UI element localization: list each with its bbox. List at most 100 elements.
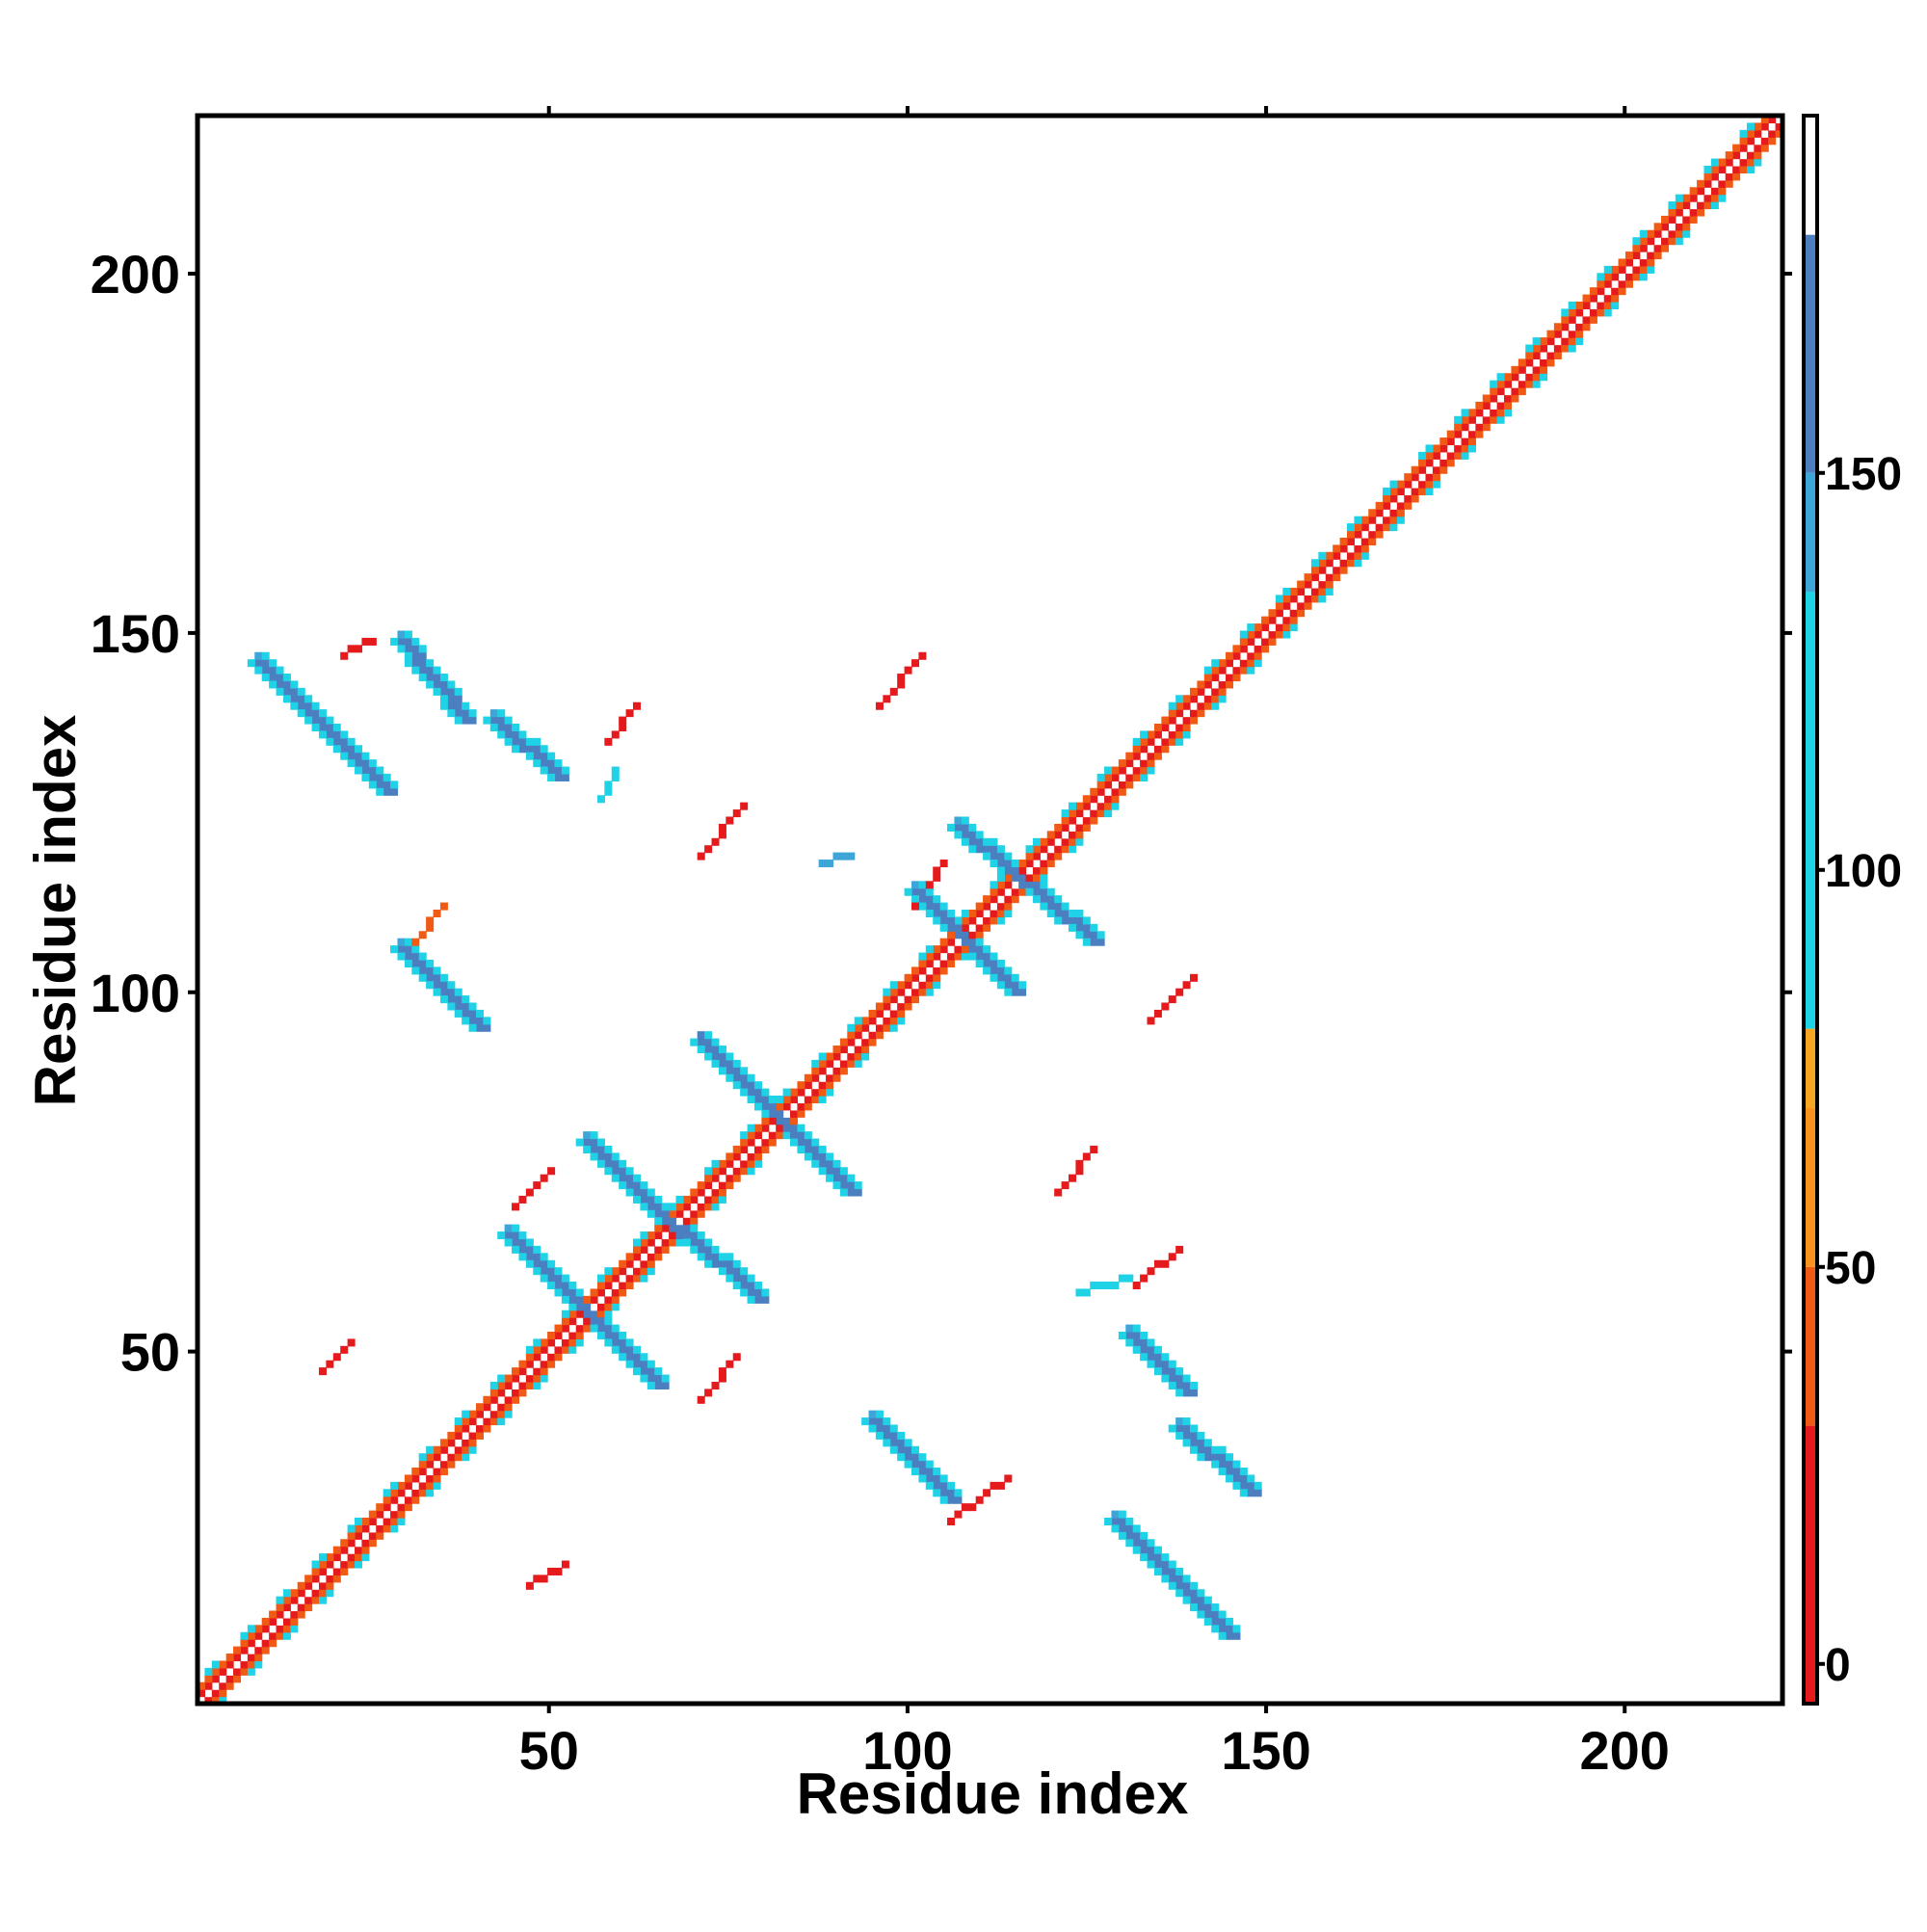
heatmap-cell: [1140, 737, 1148, 746]
heatmap-cell: [525, 752, 534, 760]
heatmap-cell: [1132, 759, 1141, 768]
heatmap-cell: [1318, 551, 1327, 560]
heatmap-cell: [483, 1424, 491, 1433]
heatmap-cell: [1232, 674, 1241, 682]
heatmap-cell: [747, 1152, 755, 1161]
heatmap-cell: [225, 1667, 234, 1676]
colorbar-segment: [1804, 1425, 1817, 1704]
heatmap-cell: [1140, 1353, 1148, 1362]
heatmap-cell: [839, 1052, 848, 1061]
heatmap-cell: [575, 1331, 584, 1339]
heatmap-cell: [1490, 387, 1498, 396]
heatmap-cell: [718, 1045, 726, 1054]
heatmap-cell: [304, 1603, 313, 1612]
heatmap-cell: [726, 1067, 734, 1075]
heatmap-cell: [462, 1453, 470, 1462]
heatmap-cell: [504, 1231, 513, 1240]
heatmap-cell: [1504, 394, 1513, 403]
heatmap-cell: [1189, 1596, 1198, 1604]
heatmap-cell: [426, 680, 435, 689]
heatmap-cell: [939, 1489, 948, 1497]
heatmap-cell: [447, 1439, 456, 1447]
heatmap-cell: [1075, 1167, 1084, 1176]
heatmap-cell: [404, 651, 412, 660]
heatmap-cell: [240, 1667, 249, 1676]
heatmap-cell: [954, 938, 963, 946]
heatmap-cell: [554, 759, 563, 768]
heatmap-cell: [254, 666, 263, 675]
heatmap-cell: [1482, 423, 1491, 432]
heatmap-cell: [1004, 1474, 1013, 1483]
heatmap-cell: [297, 695, 305, 703]
heatmap-cell: [1046, 845, 1055, 854]
heatmap-cell: [797, 1145, 805, 1153]
heatmap-cell: [1339, 544, 1348, 553]
heatmap-cell: [261, 674, 270, 682]
heatmap-cell: [1389, 523, 1398, 532]
heatmap-cell: [433, 981, 441, 990]
heatmap-cell: [633, 1360, 642, 1368]
heatmap-cell: [1140, 1345, 1148, 1354]
heatmap-cell: [1189, 1424, 1198, 1433]
x-tick-label: 50: [519, 1720, 579, 1781]
heatmap-cell: [1211, 687, 1220, 696]
heatmap-cell: [575, 1138, 584, 1147]
heatmap-cell: [1739, 165, 1748, 173]
heatmap-cell: [340, 1345, 349, 1354]
heatmap-cell: [447, 687, 456, 696]
heatmap-cell: [1697, 208, 1705, 217]
heatmap-cell: [433, 1445, 441, 1454]
heatmap-cell: [1553, 330, 1562, 338]
heatmap-cell: [1496, 401, 1505, 410]
heatmap-cell: [475, 1009, 484, 1018]
heatmap-cell: [1004, 895, 1013, 904]
heatmap-cell: [355, 1524, 363, 1533]
heatmap-cell: [604, 1267, 613, 1276]
heatmap-cell: [433, 1453, 441, 1462]
heatmap-cell: [198, 1681, 206, 1690]
heatmap-cell: [390, 1517, 399, 1526]
heatmap-cell: [326, 1553, 334, 1562]
heatmap-cell: [1069, 837, 1077, 846]
heatmap-cell: [897, 1453, 906, 1462]
heatmap-cell: [439, 902, 448, 911]
heatmap-cell: [747, 1131, 755, 1140]
heatmap-cell: [947, 959, 956, 967]
heatmap-cell: [633, 1188, 642, 1197]
heatmap-cell: [1040, 873, 1048, 882]
heatmap-cell: [1339, 559, 1348, 568]
heatmap-cell: [939, 916, 948, 925]
heatmap-cell: [768, 1102, 777, 1111]
heatmap-cell: [711, 1245, 720, 1254]
heatmap-cell: [1611, 294, 1620, 303]
heatmap-cell: [261, 1631, 270, 1640]
heatmap-cell: [1775, 129, 1783, 138]
heatmap-cell: [596, 1288, 605, 1297]
heatmap-cell: [1418, 480, 1427, 489]
heatmap-cell: [933, 895, 941, 904]
heatmap-cell: [269, 1639, 277, 1648]
heatmap-cell: [1540, 337, 1548, 346]
heatmap-cell: [397, 1481, 406, 1490]
heatmap-cell: [304, 1575, 313, 1583]
heatmap-cell: [811, 1138, 820, 1147]
heatmap-cell: [1703, 172, 1712, 181]
heatmap-cell: [797, 1131, 805, 1140]
heatmap-cell: [661, 1238, 670, 1247]
heatmap-cell: [704, 1167, 713, 1176]
heatmap-cell: [596, 1317, 605, 1326]
heatmap-cell: [561, 1317, 569, 1326]
heatmap-cell: [290, 695, 299, 703]
heatmap-cell: [1040, 866, 1048, 875]
heatmap-cell: [1396, 494, 1405, 503]
heatmap-cell: [269, 1617, 277, 1626]
heatmap-cell: [1360, 516, 1369, 524]
heatmap-cell: [439, 1439, 448, 1447]
heatmap-cell: [661, 1209, 670, 1218]
heatmap-cell: [462, 1445, 470, 1454]
heatmap-cell: [961, 952, 969, 961]
heatmap-cell: [1703, 165, 1712, 173]
heatmap-cell: [718, 1374, 726, 1383]
heatmap-cell: [1383, 523, 1391, 532]
heatmap-cell: [1261, 623, 1270, 632]
